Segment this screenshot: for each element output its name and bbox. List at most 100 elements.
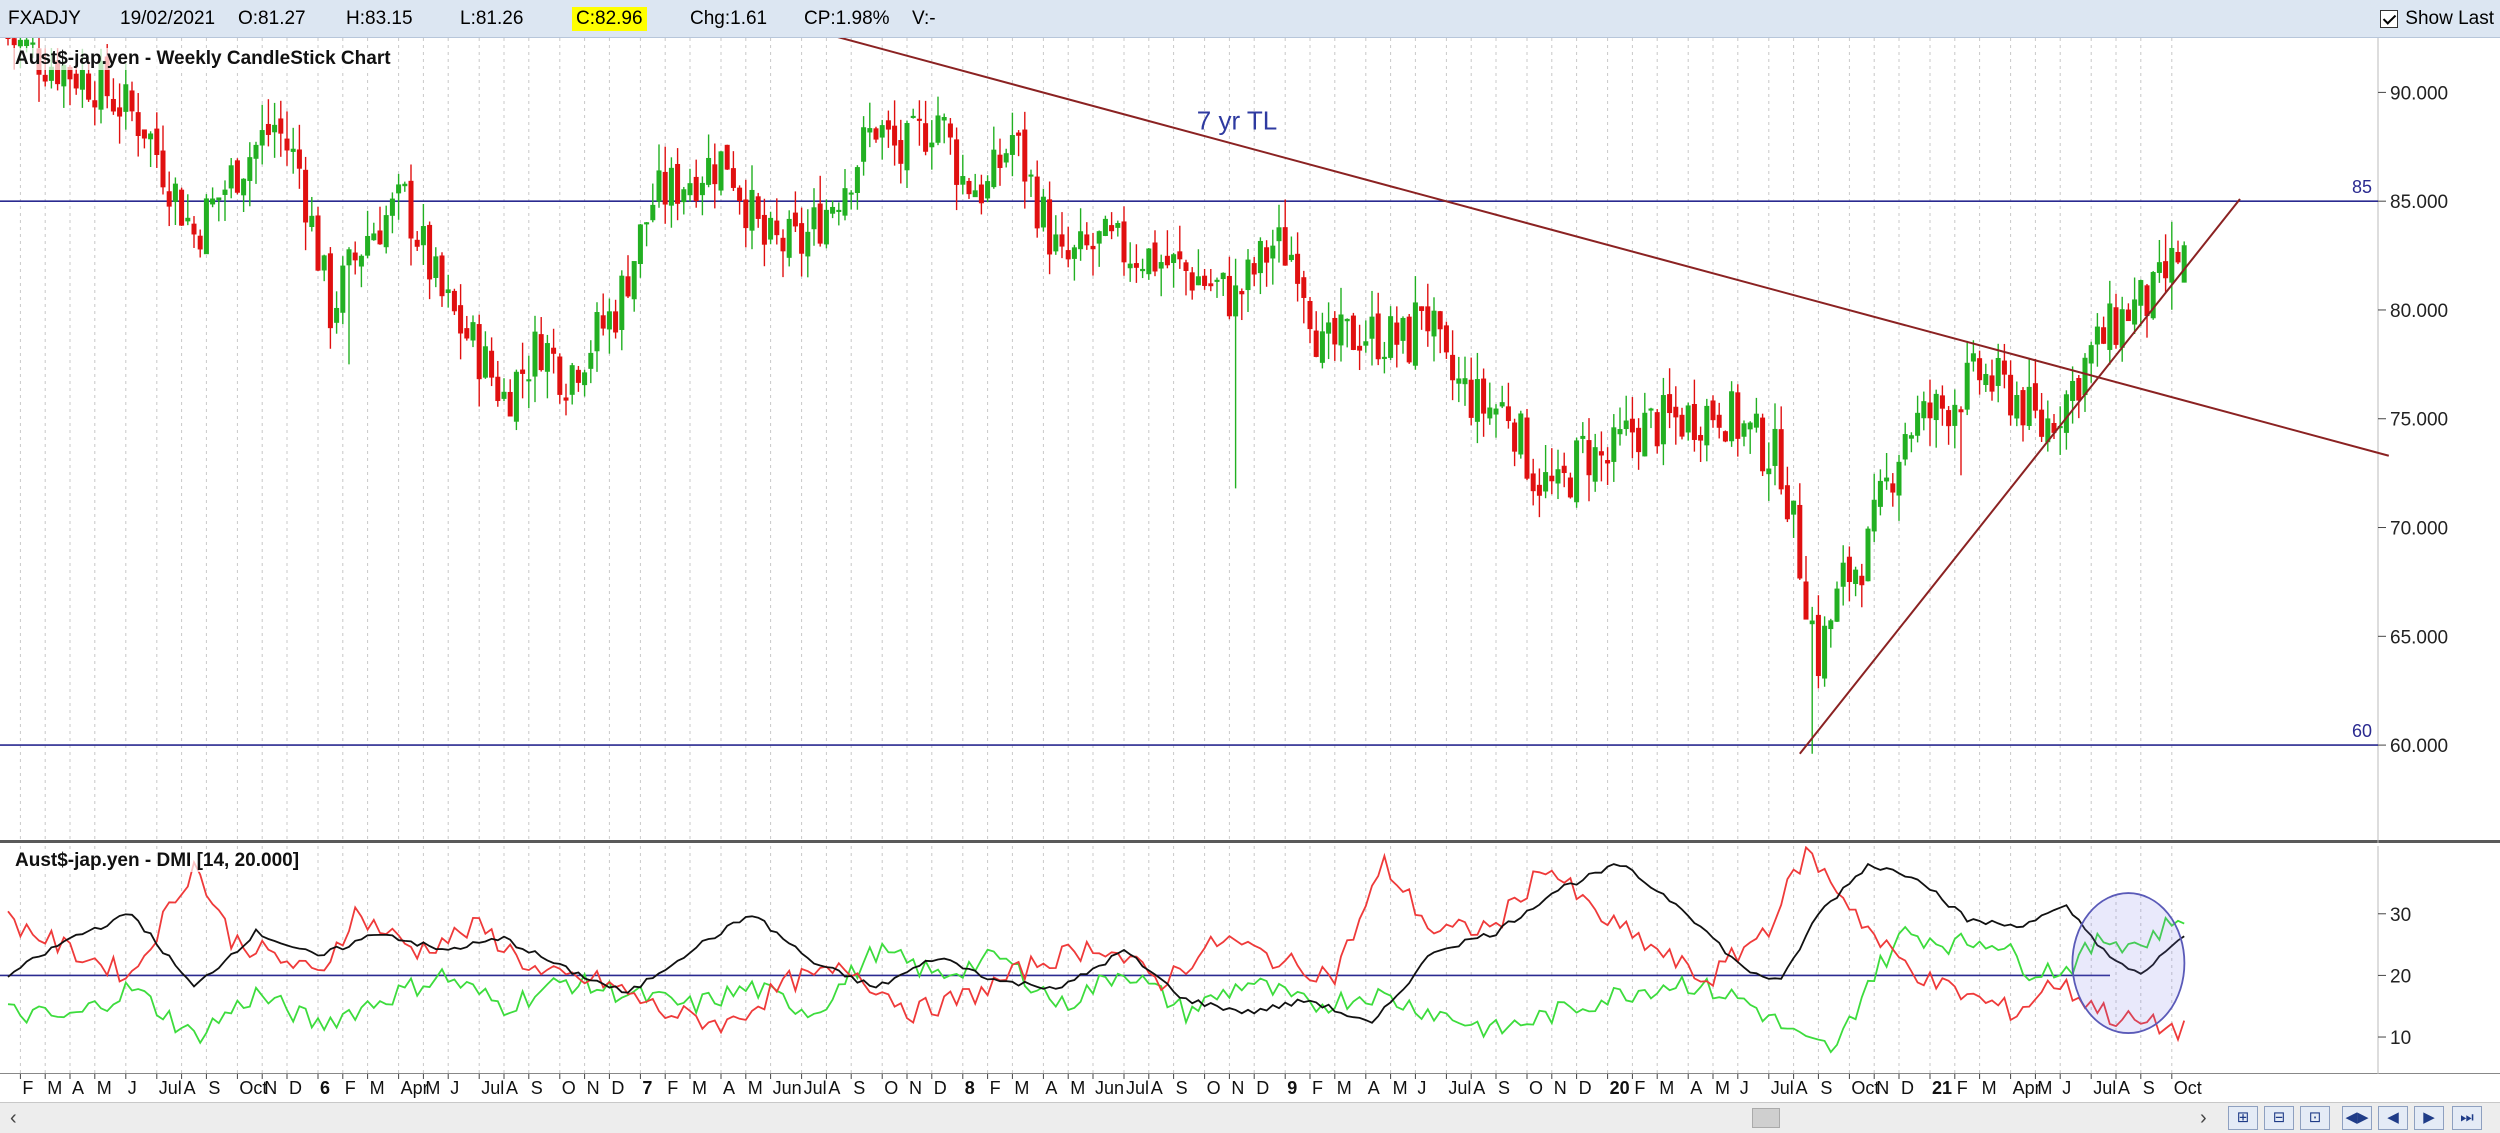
chevron-left-icon[interactable]: ‹ — [10, 1107, 17, 1129]
x-tick-label: S — [853, 1078, 865, 1098]
candle-body — [420, 226, 426, 246]
candle-body — [1363, 341, 1369, 346]
candle-body — [2175, 251, 2181, 263]
candle-body — [278, 118, 284, 134]
candle-body — [904, 123, 910, 171]
candle-body — [2039, 409, 2045, 437]
candle-body — [1357, 345, 1363, 351]
zoom-reset-icon[interactable]: ⊡ — [2300, 1106, 2330, 1130]
x-tick-label: M — [370, 1078, 385, 1098]
candle-body — [1338, 314, 1344, 346]
x-tick-label: M — [1014, 1078, 1029, 1098]
candle-body — [1617, 429, 1623, 435]
x-tick-label: O — [1207, 1078, 1221, 1098]
y-tick-label: 10 — [2390, 1028, 2411, 1049]
candle-body — [513, 371, 519, 422]
scroll-end-icon[interactable]: ⏭ — [2452, 1106, 2482, 1130]
candle-body — [1747, 422, 1753, 430]
candle-body — [1877, 480, 1883, 507]
change-pct-label: CP:1.98% — [804, 8, 890, 29]
checkbox-checked-icon[interactable] — [2380, 10, 2399, 28]
x-tick-label: A — [1473, 1078, 1485, 1098]
candle-body — [1133, 263, 1139, 268]
candle-body — [774, 220, 780, 236]
x-tick-label: F — [667, 1078, 678, 1098]
x-tick-label: A — [1045, 1078, 1057, 1098]
close-label: C:82.96 — [572, 7, 647, 31]
candle-body — [1853, 569, 1859, 585]
candle-body — [1890, 483, 1896, 493]
high-label: H:83.15 — [346, 8, 413, 29]
candle-body — [1927, 402, 1933, 419]
candle-body — [916, 118, 922, 121]
candle-body — [910, 115, 916, 118]
candle-body — [377, 230, 383, 245]
x-tick-label: D — [611, 1078, 624, 1098]
candle-body — [1158, 262, 1164, 269]
price-chart-panel[interactable]: 90.000 85.000 80.000 75.000 70.000 65.000 60.0… — [0, 38, 2500, 843]
candle-body — [495, 376, 501, 401]
candle-body — [253, 144, 259, 159]
candle-body — [724, 144, 730, 170]
x-tick-label: M — [1393, 1078, 1408, 1098]
trendline-1 — [837, 38, 2390, 457]
candle-body — [885, 120, 891, 130]
scroll-right-icon[interactable]: ▶ — [2414, 1106, 2444, 1130]
candle-body — [79, 69, 85, 90]
x-tick-label: 7 — [642, 1078, 652, 1098]
scroll-thumb[interactable] — [1752, 1108, 1780, 1128]
price-chart-title: Aust$-jap.yen - Weekly CandleStick Chart — [12, 48, 394, 70]
scroll-left-icon[interactable]: ◀ — [2378, 1106, 2408, 1130]
candle-body — [365, 235, 371, 256]
x-tick-label: Oct — [1851, 1078, 1879, 1098]
x-tick-label: S — [531, 1078, 543, 1098]
candle-body — [1239, 291, 1245, 295]
x-tick-label: N — [264, 1078, 277, 1098]
candle-body — [1983, 374, 1989, 386]
chevron-right-icon[interactable]: › — [2200, 1107, 2207, 1129]
candle-body — [433, 256, 439, 278]
candle-body — [396, 184, 402, 194]
candle-body — [792, 212, 798, 227]
candle-body — [1766, 468, 1772, 475]
dmi-chart[interactable]: 30 20 10 — [0, 846, 2500, 1074]
x-tick-label: S — [208, 1078, 220, 1098]
candle-body — [2070, 380, 2076, 401]
candle-body — [1009, 135, 1015, 155]
candle-body — [2138, 280, 2144, 306]
candle-body — [1456, 378, 1462, 384]
candle-body — [1226, 275, 1232, 317]
x-tick-label: Jul — [1448, 1078, 1471, 1098]
candle-body — [947, 123, 953, 138]
candle-body — [619, 275, 625, 330]
scroll-both-icon[interactable]: ◀▶ — [2342, 1106, 2372, 1130]
x-tick-label: N — [587, 1078, 600, 1098]
x-tick-label: F — [990, 1078, 1001, 1098]
candle-body — [2150, 272, 2156, 319]
candle-body — [1022, 129, 1028, 182]
chart-scrollbar[interactable]: ‹ › ⊞ ⊟ ⊡ ◀▶ ◀ ▶ ⏭ — [0, 1102, 2500, 1133]
candle-body — [501, 391, 507, 399]
x-tick-label: Oct — [2174, 1078, 2202, 1098]
candle-body — [489, 350, 495, 378]
candle-body — [1450, 354, 1456, 381]
zoom-out-icon[interactable]: ⊟ — [2264, 1106, 2294, 1130]
show-last-toggle[interactable]: Show Last — [2380, 6, 2494, 32]
candle-body — [1654, 412, 1660, 447]
candle-body — [1295, 253, 1301, 284]
candle-body — [2144, 285, 2150, 317]
x-tick-label: S — [1176, 1078, 1188, 1098]
candle-body — [1084, 234, 1090, 246]
candle-body — [892, 125, 898, 146]
candle-body — [1332, 317, 1338, 345]
candle-body — [1140, 268, 1146, 272]
candlestick-chart[interactable]: 90.000 85.000 80.000 75.000 70.000 65.000 60.0… — [0, 38, 2500, 843]
dmi-indicator-panel[interactable]: 30 20 10 Aust$-jap.yen - DMI [14, 20.000] — [0, 846, 2500, 1074]
x-tick-label: A — [184, 1078, 196, 1098]
zoom-in-icon[interactable]: ⊞ — [2228, 1106, 2258, 1130]
candle-body — [1375, 313, 1381, 360]
candle-body — [259, 130, 265, 146]
candle-body — [1784, 485, 1790, 520]
candle-body — [606, 311, 612, 330]
candle-body — [1648, 408, 1654, 411]
